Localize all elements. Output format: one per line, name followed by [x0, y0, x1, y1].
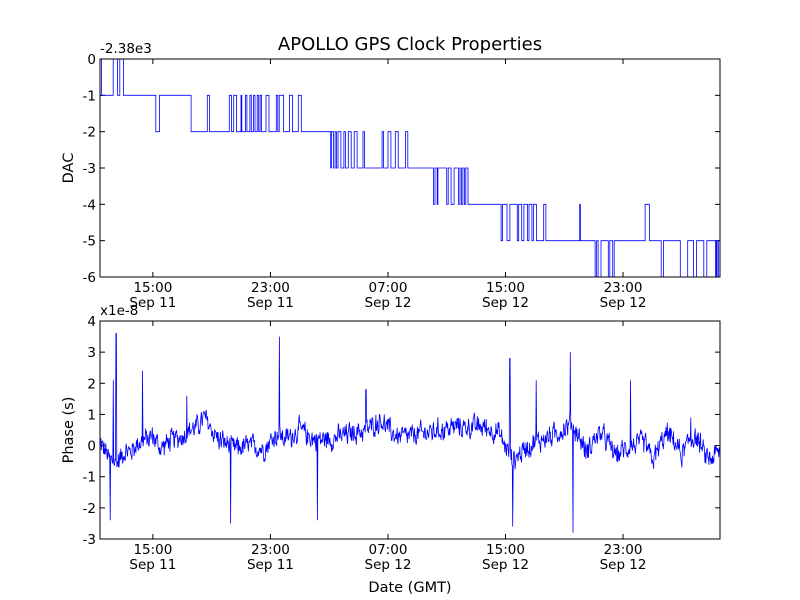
dac-x-tick-date: Sep 11 [247, 295, 294, 311]
phase-x-tick-time: 15:00 [133, 542, 172, 558]
dac-x-tick-date: Sep 11 [129, 295, 176, 311]
phase-y-tick-label: 0 [87, 439, 96, 455]
phase-x-tick-time: 07:00 [369, 542, 408, 558]
dac-y-tick-label: -5 [83, 234, 96, 250]
phase-x-tick-time: 23:00 [251, 542, 290, 558]
chart-title: APOLLO GPS Clock Properties [278, 34, 542, 55]
phase-x-tick-date: Sep 12 [482, 557, 529, 573]
phase-y-axis-label: Phase (s) [61, 397, 77, 464]
phase-series-line [99, 333, 721, 533]
dac-series-line [100, 58, 720, 278]
phase-y-tick-label: -1 [83, 470, 96, 486]
dac-y-tick-label: -2 [83, 125, 96, 141]
phase-y-tick-label: 3 [87, 345, 96, 361]
phase-y-tick-label: -3 [83, 532, 96, 548]
dac-y-tick-label: -1 [83, 88, 96, 104]
dac-offset-text: -2.38e3 [100, 41, 152, 57]
phase-panel: x1e-8 Phase (s) Date (GMT) 4 3 2 1 0 -1 -2 -3 1… [61, 303, 721, 596]
dac-y-tick-label: -6 [83, 270, 96, 286]
dac-x-tick-time: 23:00 [251, 280, 290, 296]
phase-y-tick-label: 2 [87, 376, 96, 392]
dac-y-ticks: 0 -1 -2 -3 -4 -5 -6 [83, 52, 720, 286]
phase-x-tick-time: 23:00 [604, 542, 643, 558]
dac-x-tick-date: Sep 12 [365, 295, 412, 311]
dac-panel: APOLLO GPS Clock Properties -2.38e3 DAC … [61, 34, 721, 311]
phase-y-ticks: 4 3 2 1 0 -1 -2 -3 [83, 314, 720, 548]
phase-y-tick-label: 4 [87, 314, 96, 330]
dac-y-tick-label: -3 [83, 161, 96, 177]
phase-offset-text: x1e-8 [100, 303, 138, 319]
dac-x-tick-time: 15:00 [133, 280, 172, 296]
dac-y-axis-label: DAC [61, 153, 77, 184]
phase-x-tick-date: Sep 12 [600, 557, 647, 573]
dac-y-tick-label: -4 [83, 197, 96, 213]
dac-x-tick-date: Sep 12 [600, 295, 647, 311]
dac-x-tick-time: 07:00 [369, 280, 408, 296]
dac-x-tick-time: 15:00 [486, 280, 525, 296]
phase-y-tick-label: -2 [83, 501, 96, 517]
phase-x-tick-date: Sep 11 [247, 557, 294, 573]
dac-y-tick-label: 0 [87, 52, 96, 68]
phase-plot-frame [99, 320, 721, 540]
dac-x-tick-time: 23:00 [604, 280, 643, 296]
phase-x-tick-date: Sep 12 [365, 557, 412, 573]
phase-x-tick-time: 15:00 [486, 542, 525, 558]
phase-x-tick-date: Sep 11 [129, 557, 176, 573]
phase-x-axis-label: Date (GMT) [368, 580, 451, 596]
phase-y-tick-label: 1 [87, 407, 96, 423]
dac-x-tick-date: Sep 12 [482, 295, 529, 311]
dac-plot-frame [99, 58, 721, 278]
